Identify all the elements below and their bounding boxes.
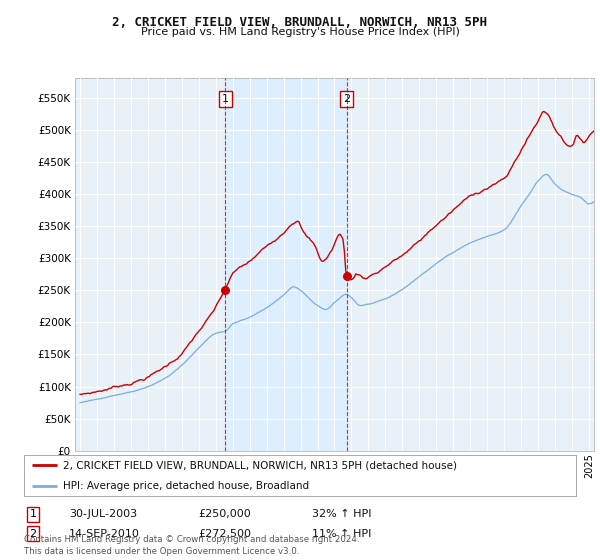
Text: 30-JUL-2003: 30-JUL-2003 [69, 509, 137, 519]
Text: £250,000: £250,000 [198, 509, 251, 519]
Text: 14-SEP-2010: 14-SEP-2010 [69, 529, 140, 539]
Text: 1: 1 [29, 509, 37, 519]
Text: HPI: Average price, detached house, Broadland: HPI: Average price, detached house, Broa… [62, 480, 309, 491]
Text: 2: 2 [29, 529, 37, 539]
Bar [226, 78, 347, 451]
Text: £272,500: £272,500 [198, 529, 251, 539]
Text: 2, CRICKET FIELD VIEW, BRUNDALL, NORWICH, NR13 5PH (detached house): 2, CRICKET FIELD VIEW, BRUNDALL, NORWICH… [62, 460, 457, 470]
Text: Contains HM Land Registry data © Crown copyright and database right 2024.
This d: Contains HM Land Registry data © Crown c… [24, 535, 359, 556]
Text: 32% ↑ HPI: 32% ↑ HPI [312, 509, 371, 519]
Text: 11% ↑ HPI: 11% ↑ HPI [312, 529, 371, 539]
Text: 2, CRICKET FIELD VIEW, BRUNDALL, NORWICH, NR13 5PH: 2, CRICKET FIELD VIEW, BRUNDALL, NORWICH… [113, 16, 487, 29]
Text: Price paid vs. HM Land Registry's House Price Index (HPI): Price paid vs. HM Land Registry's House … [140, 27, 460, 37]
Text: 2: 2 [343, 94, 350, 104]
Text: 1: 1 [222, 94, 229, 104]
